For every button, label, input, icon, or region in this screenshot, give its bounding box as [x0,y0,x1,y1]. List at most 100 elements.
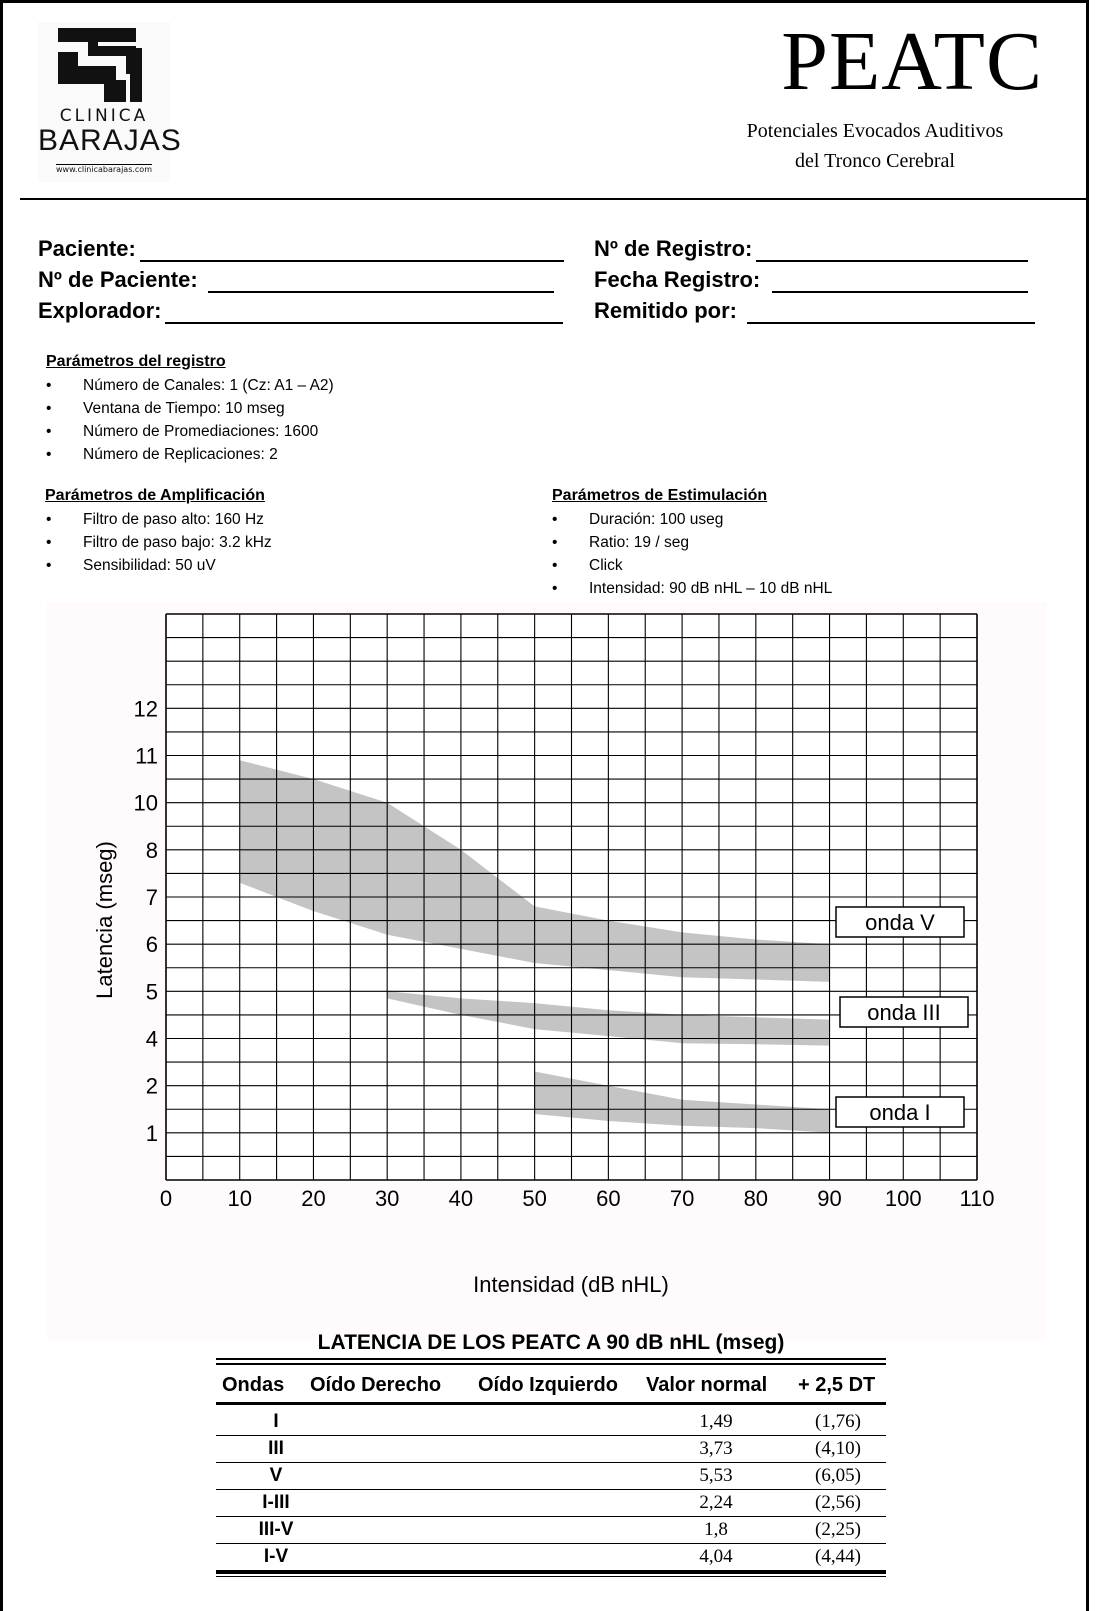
section-title-amplificacion: Parámetros de Amplificación [45,487,265,504]
header-valor-normal: Valor normal [646,1374,768,1396]
x-tick-label: 30 [375,1186,399,1211]
list-item: Sensibilidad: 50 uV [46,554,272,577]
x-tick-label: 110 [959,1186,994,1211]
field-paciente-label: Paciente: [38,236,136,261]
cell-onda: I-V [263,1546,289,1567]
table-row: III 3,73 (4,10) [216,1435,886,1463]
x-tick-label: 100 [885,1186,922,1211]
logo-line2: BARAJAS [38,124,182,157]
cell-valor-normal: 2,24 [699,1492,733,1513]
cell-onda: I [273,1411,279,1432]
cell-dt: (4,44) [815,1546,861,1567]
logo-brand: CLINICA BARAJAS www.clinicabarajas.com [38,108,182,176]
table-rule-bottom [216,1571,886,1574]
table-row: I 1,49 (1,76) [216,1408,886,1436]
logo-url: www.clinicabarajas.com [56,164,152,174]
cell-dt: (6,05) [815,1465,861,1486]
list-item: Click [552,554,832,577]
field-paciente[interactable]: Paciente: [38,236,564,262]
field-fecha-registro-label: Fecha Registro: [594,267,761,292]
table-rule-top [216,1358,886,1360]
cell-valor-normal: 1,49 [699,1411,733,1432]
header-dt: + 2,5 DT [798,1374,876,1396]
y-tick-label: 6 [146,932,158,957]
cell-onda: I-III [262,1492,290,1513]
cell-dt: (2,56) [815,1492,861,1513]
header-oido-izquierdo: Oído Izquierdo [478,1374,618,1396]
y-tick-label: 12 [134,696,158,721]
list-item: Número de Canales: 1 (Cz: A1 – A2) [46,374,334,397]
x-tick-label: 80 [744,1186,768,1211]
list-amplificacion: Filtro de paso alto: 160 Hz Filtro de pa… [46,508,272,577]
list-item: Número de Promediaciones: 1600 [46,420,334,443]
cell-valor-normal: 4,04 [699,1546,733,1567]
field-num-paciente-line[interactable] [207,271,554,293]
cell-onda: III [268,1438,284,1459]
list-item: Ratio: 19 / seg [552,531,832,554]
field-num-registro-line[interactable] [756,240,1029,262]
label-onda-i: onda I [869,1100,930,1125]
label-box-onda-i [835,1096,965,1128]
field-explorador[interactable]: Explorador: [38,298,564,324]
x-tick-label: 50 [522,1186,546,1211]
page-subtitle: Potenciales Evocados Auditivos del Tronc… [700,116,1050,176]
list-registro: Número de Canales: 1 (Cz: A1 – A2) Venta… [46,374,334,466]
y-tick-label: 2 [146,1074,158,1099]
table-title: LATENCIA DE LOS PEATC A 90 dB nHL (mseg) [317,1331,785,1354]
cell-onda: V [269,1465,283,1486]
cell-valor-normal: 3,73 [699,1438,733,1459]
chart-series-labels: onda V onda III onda I [835,906,969,1128]
list-estimulacion: Duración: 100 useg Ratio: 19 / seg Click… [552,508,832,600]
header-oido-derecho: Oído Derecho [310,1374,442,1396]
y-tick-label: 10 [134,791,158,816]
clinic-logo-icon [38,22,170,182]
x-tick-label: 60 [596,1186,620,1211]
x-tick-label: 90 [817,1186,841,1211]
cell-dt: (4,10) [815,1438,861,1459]
field-explorador-line[interactable] [165,302,564,324]
field-num-paciente[interactable]: Nº de Paciente: [38,267,554,293]
y-tick-label: 8 [146,838,158,863]
page-title: PEATC [781,15,1043,108]
table-header: Ondas Oído Derecho Oído Izquierdo Valor … [216,1372,886,1398]
section-title-registro: Parámetros del registro [46,353,226,370]
table-row: V 5,53 (6,05) [216,1462,886,1490]
table-row: I-V 4,04 (4,44) [216,1543,886,1571]
label-onda-v: onda V [865,910,935,935]
list-item: Intensidad: 90 dB nHL – 10 dB nHL [552,577,832,600]
list-item: Filtro de paso alto: 160 Hz [46,508,272,531]
field-paciente-line[interactable] [139,240,564,262]
field-remitido-por-line[interactable] [747,302,1035,324]
x-tick-label: 0 [160,1186,172,1211]
field-num-registro-label: Nº de Registro: [594,236,753,261]
table-rule-header [216,1402,886,1405]
list-item: Número de Replicaciones: 2 [46,443,334,466]
field-num-registro[interactable]: Nº de Registro: [594,236,1029,262]
y-tick-label: 11 [135,744,158,769]
cell-dt: (1,76) [815,1411,861,1432]
field-fecha-registro-line[interactable] [772,271,1029,293]
list-item: Duración: 100 useg [552,508,832,531]
x-tick-label: 20 [301,1186,325,1211]
cell-onda: III-V [258,1519,294,1540]
header-divider [20,198,1088,200]
y-axis-label: Latencia (mseg) [92,841,117,999]
subtitle-line1: Potenciales Evocados Auditivos [746,120,1004,142]
table-rule-bottom2 [216,1576,886,1577]
x-tick-label: 10 [227,1186,251,1211]
cell-valor-normal: 1,8 [704,1519,728,1540]
field-fecha-registro[interactable]: Fecha Registro: [594,267,1029,293]
x-axis-label: Intensidad (dB nHL) [473,1272,669,1297]
field-explorador-label: Explorador: [38,298,162,323]
table-row: I-III 2,24 (2,56) [216,1489,886,1517]
list-item: Filtro de paso bajo: 3.2 kHz [46,531,272,554]
label-onda-iii: onda III [867,1000,940,1025]
field-remitido-por-label: Remitido por: [594,298,737,323]
chart-grid [165,613,978,1181]
section-title-estimulacion: Parámetros de Estimulación [552,487,768,504]
field-num-paciente-label: Nº de Paciente: [38,267,198,292]
field-remitido-por[interactable]: Remitido por: [594,298,1035,324]
